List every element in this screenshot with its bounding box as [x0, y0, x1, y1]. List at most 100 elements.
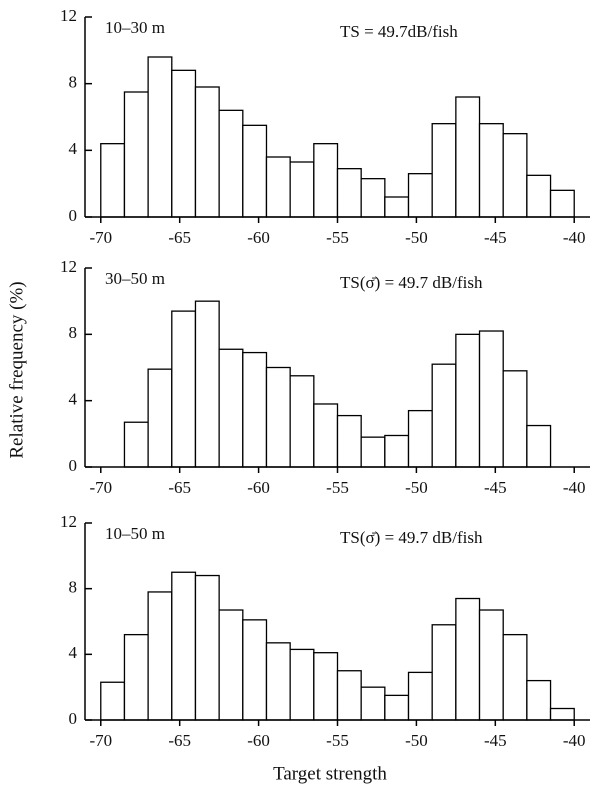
y-tick-label: 12: [60, 6, 77, 25]
bar: [194, 86, 220, 218]
annotation: TS(σ̄) = 49.7 dB/fish: [340, 528, 483, 547]
bar: [407, 173, 433, 218]
bar: [407, 671, 433, 721]
bar: [313, 143, 339, 218]
x-tick-label: -70: [89, 731, 112, 750]
bar: [549, 189, 575, 218]
x-tick-label: -40: [563, 731, 586, 750]
bar: [218, 609, 244, 721]
bar: [360, 686, 386, 721]
x-tick-label: -45: [484, 731, 507, 750]
bar: [526, 679, 552, 721]
bar: [289, 161, 315, 218]
bar: [549, 707, 575, 721]
bar: [171, 571, 197, 721]
bar: [171, 310, 197, 468]
bar: [455, 597, 481, 721]
x-tick-label: -70: [89, 228, 112, 247]
x-tick-label: -50: [405, 731, 428, 750]
bar: [336, 670, 362, 721]
panel-label: 10–50 m: [105, 524, 165, 543]
x-tick-label: -40: [563, 228, 586, 247]
x-tick-label: -60: [247, 731, 270, 750]
bar: [265, 156, 291, 218]
bar: [431, 363, 457, 468]
bar: [100, 681, 126, 721]
bar: [313, 652, 339, 721]
x-tick-label: -40: [563, 478, 586, 497]
x-tick-label: -65: [168, 228, 191, 247]
x-tick-label: -50: [405, 478, 428, 497]
bar: [147, 591, 173, 721]
bar: [218, 109, 244, 218]
bar: [336, 414, 362, 468]
y-tick-label: 4: [69, 139, 78, 158]
bar: [360, 178, 386, 218]
y-tick-label: 8: [69, 323, 78, 342]
panel-label: 30–50 m: [105, 269, 165, 288]
bar: [502, 633, 528, 721]
bar: [147, 368, 173, 468]
annotation: TS(σ̄) = 49.7 dB/fish: [340, 273, 483, 292]
x-axis-label: Target strength: [273, 763, 387, 784]
annotation: TS = 49.7dB/fish: [340, 22, 458, 41]
bar: [455, 333, 481, 468]
bar: [526, 174, 552, 218]
bar: [147, 56, 173, 218]
x-tick-label: -60: [247, 478, 270, 497]
bar: [431, 123, 457, 218]
bar: [289, 375, 315, 468]
x-tick-label: -65: [168, 731, 191, 750]
x-tick-label: -55: [326, 731, 349, 750]
bar: [502, 370, 528, 468]
y-tick-label: 12: [60, 512, 77, 531]
bar: [123, 421, 149, 468]
y-tick-label: 0: [69, 709, 78, 728]
bar: [502, 133, 528, 218]
y-tick-label: 8: [69, 578, 78, 597]
y-tick-label: 4: [69, 643, 78, 662]
y-tick-label: 0: [69, 456, 78, 475]
bar: [123, 633, 149, 721]
bar: [218, 348, 244, 468]
bar: [313, 403, 339, 468]
bar: [242, 124, 268, 218]
bar: [478, 609, 504, 721]
bar: [242, 351, 268, 468]
bar: [478, 330, 504, 468]
bar: [265, 642, 291, 721]
bar: [384, 434, 410, 468]
x-tick-label: -45: [484, 228, 507, 247]
bar: [336, 168, 362, 218]
bar: [123, 91, 149, 218]
bar: [478, 123, 504, 218]
x-tick-label: -70: [89, 478, 112, 497]
bar: [526, 424, 552, 468]
bar: [455, 96, 481, 218]
bar: [384, 694, 410, 721]
bar: [289, 648, 315, 721]
y-axis-label: Relative frequency (%): [6, 281, 27, 458]
x-tick-label: -65: [168, 478, 191, 497]
bar: [100, 143, 126, 218]
bar: [384, 196, 410, 218]
y-tick-label: 0: [69, 206, 78, 225]
bar: [407, 409, 433, 468]
bar: [194, 574, 220, 721]
bar: [360, 436, 386, 468]
y-tick-label: 12: [60, 257, 77, 276]
y-tick-label: 8: [69, 73, 78, 92]
bar: [265, 366, 291, 468]
x-tick-label: -45: [484, 478, 507, 497]
bar: [171, 69, 197, 218]
x-tick-label: -50: [405, 228, 428, 247]
panel-label: 10–30 m: [105, 18, 165, 37]
x-tick-label: -55: [326, 228, 349, 247]
bar: [194, 300, 220, 468]
x-tick-label: -60: [247, 228, 270, 247]
x-tick-label: -55: [326, 478, 349, 497]
y-tick-label: 4: [69, 390, 78, 409]
bar: [431, 624, 457, 721]
